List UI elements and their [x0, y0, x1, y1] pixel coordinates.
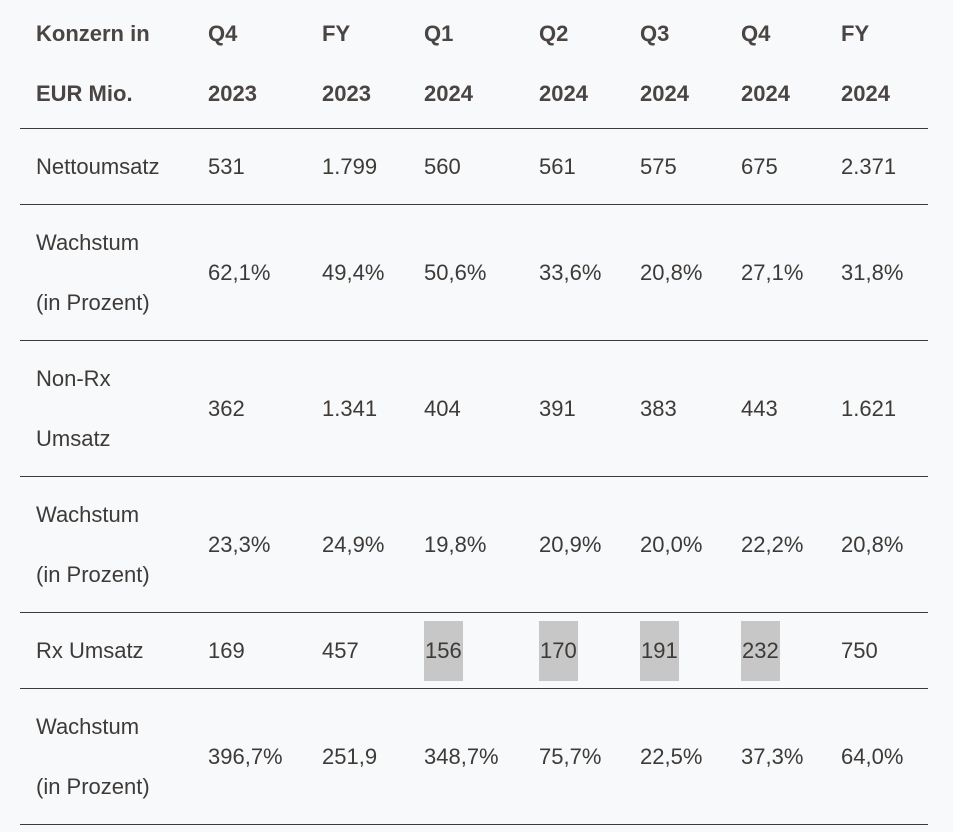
- table-cell: 170: [523, 612, 624, 689]
- table-cell: 49,4%: [306, 204, 408, 341]
- header-q3-2024: Q3 2024: [624, 0, 725, 129]
- header-q1-2024: Q1 2024: [408, 0, 523, 129]
- table-cell: 675: [725, 128, 825, 205]
- table-cell: 531: [192, 128, 306, 205]
- table-cell: 156: [408, 612, 523, 689]
- header-q4-2023: Q4 2023: [192, 0, 306, 129]
- table-cell: 20,0%: [624, 476, 725, 613]
- table-row: Nettoumsatz 531 1.799 560 561 575 675 2.…: [20, 128, 928, 205]
- highlighted-value: 191: [640, 620, 679, 681]
- table-cell: 383: [624, 340, 725, 477]
- table-row: Non-Rx Umsatz 362 1.341 404 391 383 443 …: [20, 340, 928, 477]
- table-cell: 22,2%: [725, 476, 825, 613]
- table-cell: 396,7%: [192, 688, 306, 825]
- table-row: Wachstum (in Prozent) 62,1% 49,4% 50,6% …: [20, 204, 928, 341]
- header-fy-2023: FY 2023: [306, 0, 408, 129]
- table-cell: 50,6%: [408, 204, 523, 341]
- header-fy-2024: FY 2024: [825, 0, 928, 129]
- table-cell: 62,1%: [192, 204, 306, 341]
- table-cell: 23,3%: [192, 476, 306, 613]
- table-cell: 561: [523, 128, 624, 205]
- header-q2-2024: Q2 2024: [523, 0, 624, 129]
- table-cell: 191: [624, 612, 725, 689]
- table-cell: 391: [523, 340, 624, 477]
- highlighted-value: 232: [741, 620, 780, 681]
- table-body: Nettoumsatz 531 1.799 560 561 575 675 2.…: [20, 128, 928, 825]
- table-cell: 20,8%: [624, 204, 725, 341]
- table-cell: 362: [192, 340, 306, 477]
- header-row: Konzern in EUR Mio. Q4 2023 FY 2023 Q1 2…: [20, 0, 928, 129]
- row-label: Rx Umsatz: [20, 612, 192, 689]
- table-cell: 1.621: [825, 340, 928, 477]
- row-label: Wachstum (in Prozent): [20, 688, 192, 825]
- table-cell: 575: [624, 128, 725, 205]
- table-cell: 560: [408, 128, 523, 205]
- table-cell: 20,9%: [523, 476, 624, 613]
- row-label: Wachstum (in Prozent): [20, 204, 192, 341]
- row-label: Nettoumsatz: [20, 128, 192, 205]
- table-cell: 750: [825, 612, 928, 689]
- table-row: Wachstum (in Prozent) 23,3% 24,9% 19,8% …: [20, 476, 928, 613]
- table-cell: 1.341: [306, 340, 408, 477]
- table-cell: 232: [725, 612, 825, 689]
- table-cell: 404: [408, 340, 523, 477]
- table-cell: 75,7%: [523, 688, 624, 825]
- table-cell: 1.799: [306, 128, 408, 205]
- table-cell: 457: [306, 612, 408, 689]
- table-cell: 251,9: [306, 688, 408, 825]
- header-q4-2024: Q4 2024: [725, 0, 825, 129]
- table-cell: 348,7%: [408, 688, 523, 825]
- table-header: Konzern in EUR Mio. Q4 2023 FY 2023 Q1 2…: [20, 0, 928, 129]
- table-cell: 64,0%: [825, 688, 928, 825]
- highlighted-value: 156: [424, 620, 463, 681]
- table-cell: 33,6%: [523, 204, 624, 341]
- table-row: Rx Umsatz 169 457 156 170 191 232 750: [20, 612, 928, 689]
- table-cell: 443: [725, 340, 825, 477]
- table-cell: 20,8%: [825, 476, 928, 613]
- table-cell: 37,3%: [725, 688, 825, 825]
- table-cell: 19,8%: [408, 476, 523, 613]
- row-label: Wachstum (in Prozent): [20, 476, 192, 613]
- row-label: Non-Rx Umsatz: [20, 340, 192, 477]
- table-cell: 31,8%: [825, 204, 928, 341]
- table-row: Wachstum (in Prozent) 396,7% 251,9 348,7…: [20, 688, 928, 825]
- table-cell: 24,9%: [306, 476, 408, 613]
- header-label: Konzern in EUR Mio.: [20, 0, 192, 129]
- table-cell: 2.371: [825, 128, 928, 205]
- table-cell: 27,1%: [725, 204, 825, 341]
- table-cell: 169: [192, 612, 306, 689]
- highlighted-value: 170: [539, 620, 578, 681]
- financial-table: Konzern in EUR Mio. Q4 2023 FY 2023 Q1 2…: [20, 0, 928, 825]
- table-cell: 22,5%: [624, 688, 725, 825]
